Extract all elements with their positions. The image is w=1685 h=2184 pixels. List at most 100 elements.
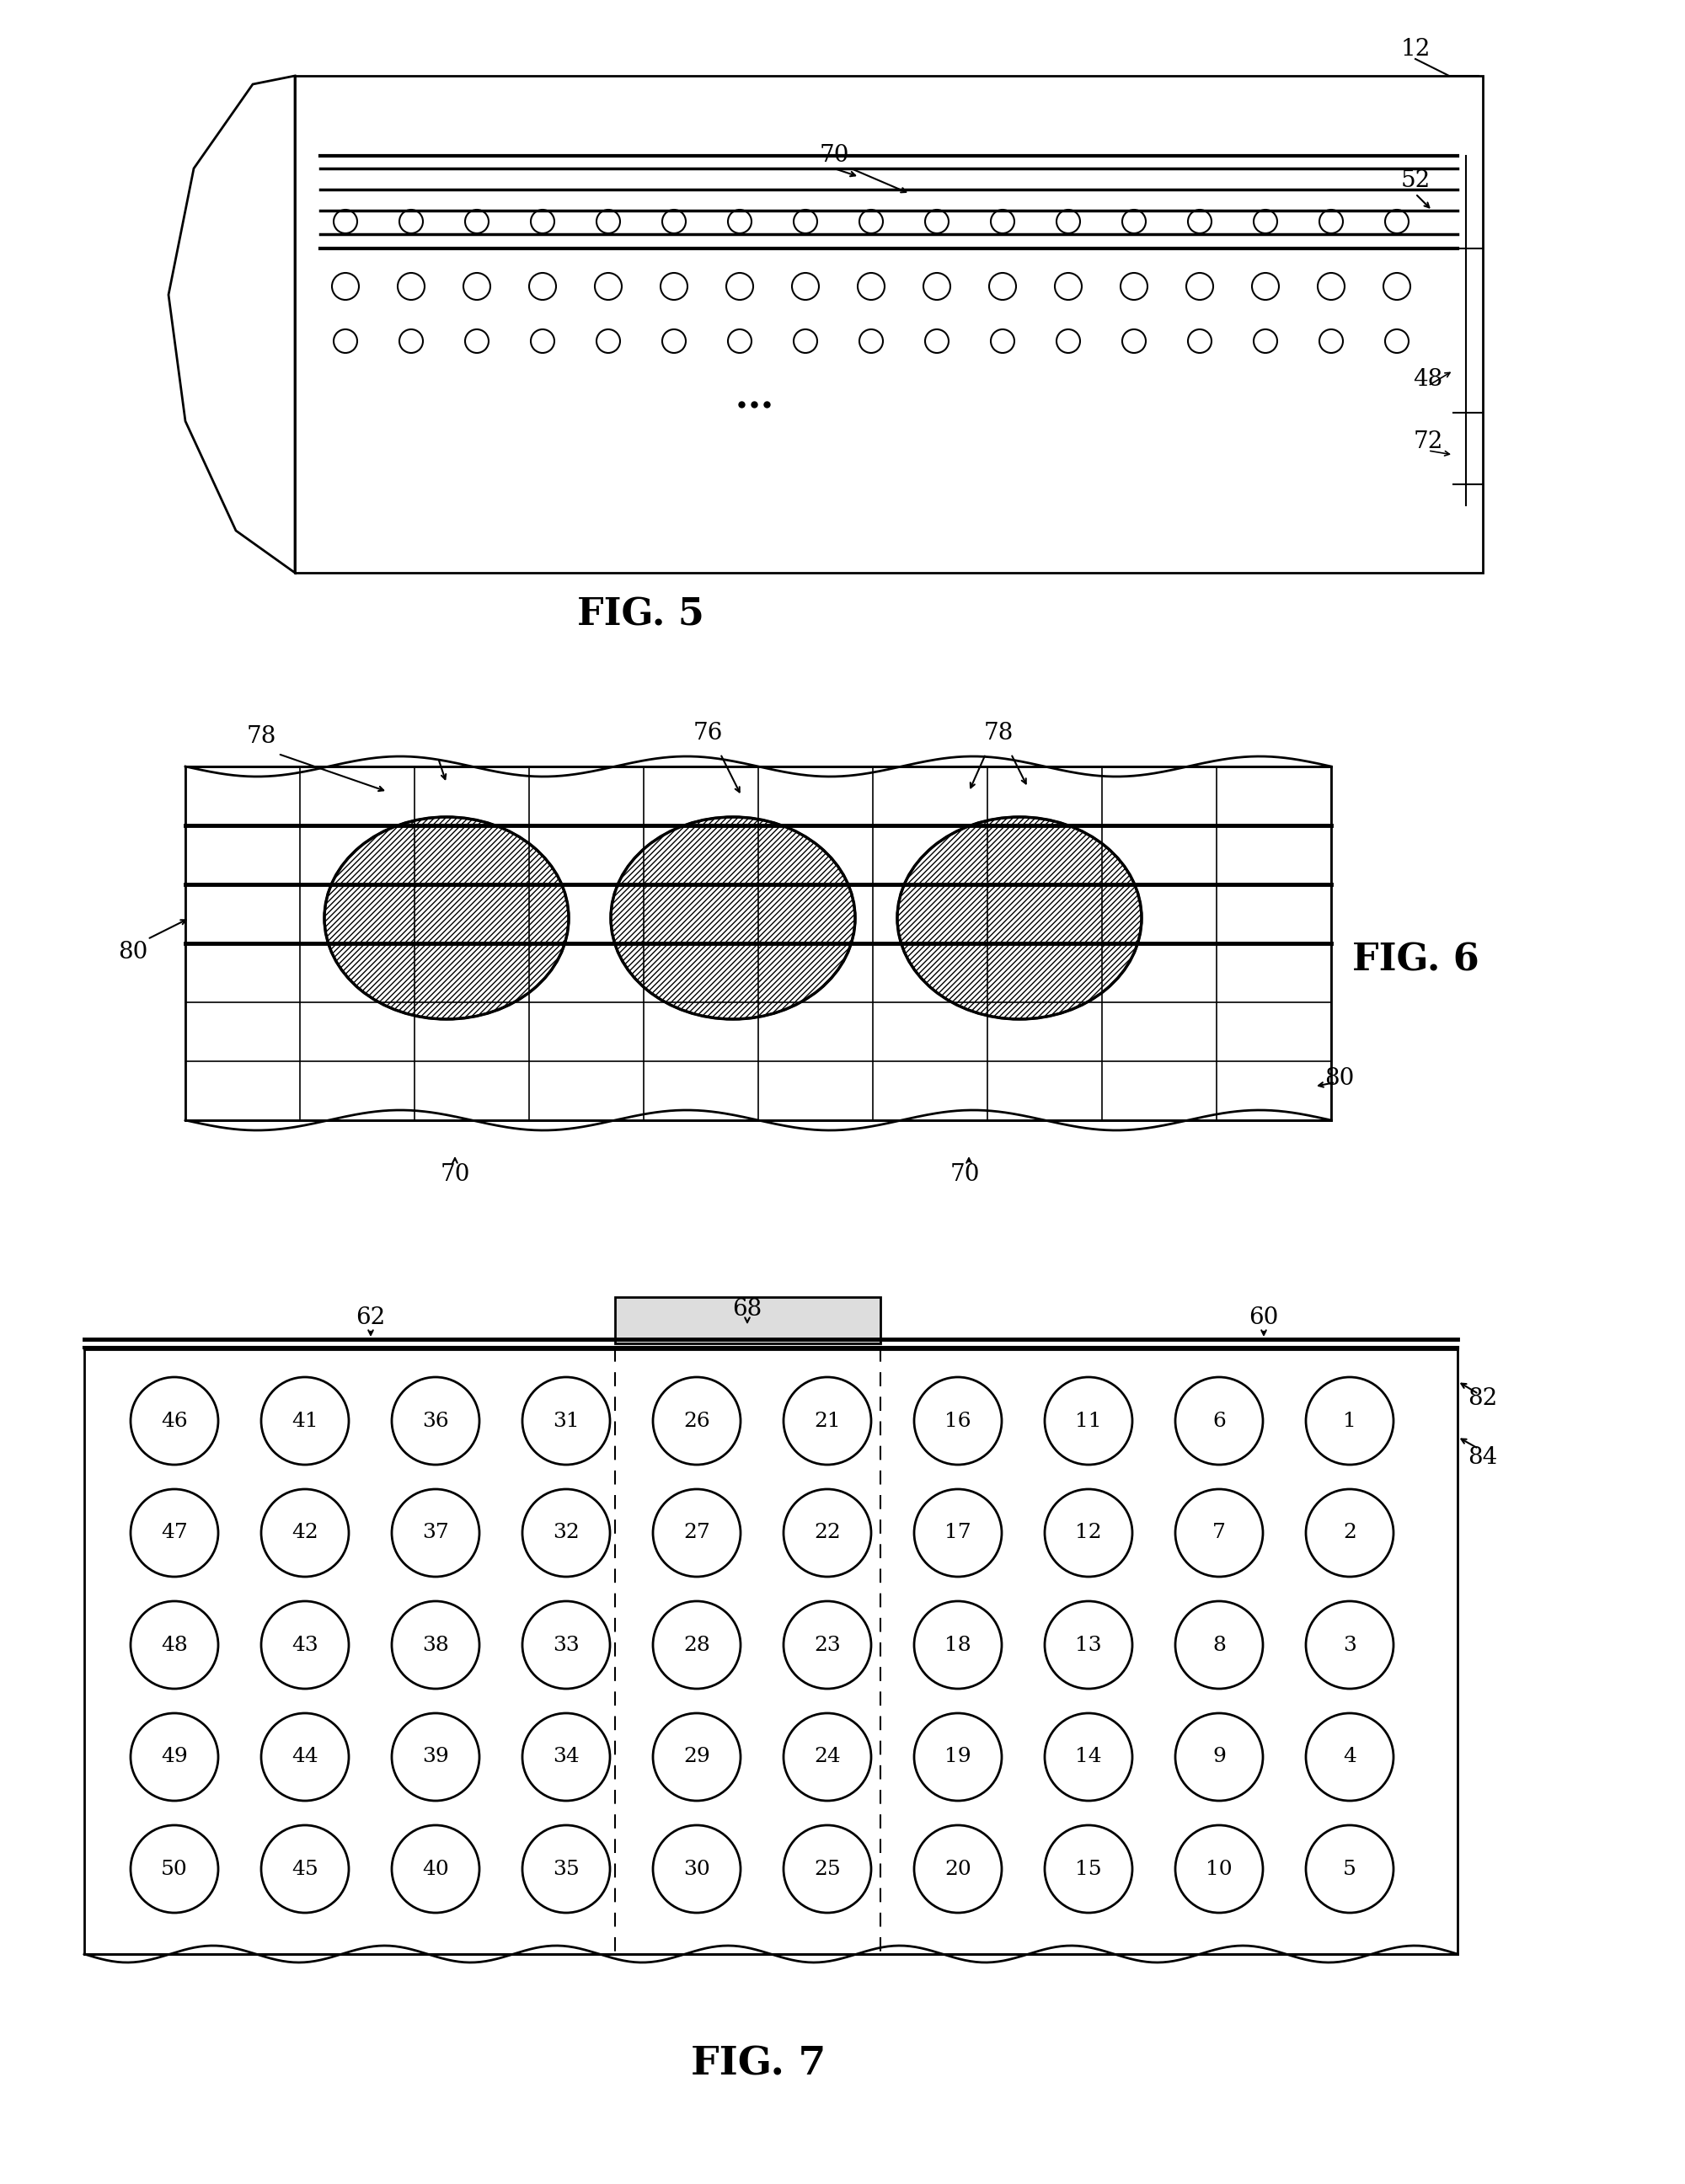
Circle shape xyxy=(522,1712,610,1802)
Text: 18: 18 xyxy=(945,1636,971,1655)
Text: 31: 31 xyxy=(553,1411,580,1431)
Text: 4: 4 xyxy=(1343,1747,1356,1767)
Text: 46: 46 xyxy=(162,1411,187,1431)
Text: 70: 70 xyxy=(440,1164,470,1186)
Bar xyxy=(84,1348,1458,1955)
Text: 34: 34 xyxy=(553,1747,580,1767)
Text: 1: 1 xyxy=(1343,1411,1356,1431)
Circle shape xyxy=(784,1378,871,1465)
Bar xyxy=(185,767,1331,1120)
Circle shape xyxy=(1306,1826,1393,1913)
Text: 32: 32 xyxy=(553,1522,580,1542)
Text: 48: 48 xyxy=(1414,367,1442,391)
Circle shape xyxy=(522,1826,610,1913)
Circle shape xyxy=(913,1489,1001,1577)
Text: 27: 27 xyxy=(684,1522,709,1542)
Text: 5: 5 xyxy=(1343,1859,1356,1878)
Text: 38: 38 xyxy=(423,1636,448,1655)
Circle shape xyxy=(261,1378,349,1465)
Circle shape xyxy=(784,1826,871,1913)
Circle shape xyxy=(1176,1489,1264,1577)
Circle shape xyxy=(913,1712,1001,1802)
Circle shape xyxy=(261,1826,349,1913)
Text: 76: 76 xyxy=(693,721,723,745)
Text: 47: 47 xyxy=(162,1522,187,1542)
Text: 29: 29 xyxy=(684,1747,709,1767)
Circle shape xyxy=(913,1826,1001,1913)
Circle shape xyxy=(131,1601,219,1688)
Text: 44: 44 xyxy=(292,1747,318,1767)
Text: 24: 24 xyxy=(814,1747,841,1767)
Bar xyxy=(615,1297,880,1343)
Text: 9: 9 xyxy=(1213,1747,1225,1767)
Text: 84: 84 xyxy=(1468,1446,1498,1468)
Circle shape xyxy=(131,1826,219,1913)
Text: 12: 12 xyxy=(1400,37,1431,61)
Text: 72: 72 xyxy=(1414,430,1442,454)
Text: 17: 17 xyxy=(945,1522,971,1542)
Circle shape xyxy=(654,1378,741,1465)
Text: 40: 40 xyxy=(423,1859,448,1878)
Text: 78: 78 xyxy=(246,725,276,749)
Circle shape xyxy=(391,1712,480,1802)
Circle shape xyxy=(261,1601,349,1688)
Text: 10: 10 xyxy=(1206,1859,1232,1878)
Text: 60: 60 xyxy=(1249,1306,1279,1330)
Text: FIG. 5: FIG. 5 xyxy=(576,596,704,633)
Circle shape xyxy=(784,1712,871,1802)
Circle shape xyxy=(1045,1712,1132,1802)
Circle shape xyxy=(913,1601,1001,1688)
Circle shape xyxy=(1306,1489,1393,1577)
Polygon shape xyxy=(295,76,1483,572)
Text: 80: 80 xyxy=(1324,1066,1355,1090)
Text: 11: 11 xyxy=(1075,1411,1102,1431)
Text: 15: 15 xyxy=(1075,1859,1102,1878)
Circle shape xyxy=(131,1489,219,1577)
Text: 26: 26 xyxy=(684,1411,709,1431)
Circle shape xyxy=(1045,1826,1132,1913)
Circle shape xyxy=(261,1712,349,1802)
Text: 80: 80 xyxy=(118,941,148,963)
Circle shape xyxy=(1045,1378,1132,1465)
Circle shape xyxy=(391,1378,480,1465)
Text: 22: 22 xyxy=(814,1522,841,1542)
Circle shape xyxy=(1306,1601,1393,1688)
Circle shape xyxy=(131,1378,219,1465)
Circle shape xyxy=(1045,1489,1132,1577)
Circle shape xyxy=(654,1489,741,1577)
Circle shape xyxy=(391,1826,480,1913)
Circle shape xyxy=(913,1378,1001,1465)
Circle shape xyxy=(261,1489,349,1577)
Circle shape xyxy=(654,1712,741,1802)
Circle shape xyxy=(1045,1601,1132,1688)
Text: 37: 37 xyxy=(423,1522,448,1542)
Text: 19: 19 xyxy=(945,1747,971,1767)
Circle shape xyxy=(391,1601,480,1688)
Circle shape xyxy=(131,1712,219,1802)
Text: 6: 6 xyxy=(1213,1411,1225,1431)
Text: 42: 42 xyxy=(292,1522,318,1542)
Text: 48: 48 xyxy=(162,1636,187,1655)
Circle shape xyxy=(1176,1378,1264,1465)
Text: 30: 30 xyxy=(684,1859,709,1878)
Text: FIG. 7: FIG. 7 xyxy=(691,2044,826,2084)
Text: 33: 33 xyxy=(553,1636,580,1655)
Text: 7: 7 xyxy=(1213,1522,1225,1542)
Text: 50: 50 xyxy=(162,1859,187,1878)
Text: 23: 23 xyxy=(814,1636,841,1655)
Text: 35: 35 xyxy=(553,1859,580,1878)
Circle shape xyxy=(391,1489,480,1577)
Circle shape xyxy=(784,1601,871,1688)
Circle shape xyxy=(1306,1378,1393,1465)
Text: 39: 39 xyxy=(423,1747,448,1767)
Text: FIG. 6: FIG. 6 xyxy=(1351,941,1479,978)
Circle shape xyxy=(522,1601,610,1688)
Text: 70: 70 xyxy=(950,1164,979,1186)
Text: 62: 62 xyxy=(356,1306,386,1330)
Circle shape xyxy=(654,1826,741,1913)
Circle shape xyxy=(654,1601,741,1688)
Text: 12: 12 xyxy=(1075,1522,1102,1542)
Text: 20: 20 xyxy=(945,1859,971,1878)
Circle shape xyxy=(1176,1601,1264,1688)
Text: 82: 82 xyxy=(1468,1387,1498,1409)
